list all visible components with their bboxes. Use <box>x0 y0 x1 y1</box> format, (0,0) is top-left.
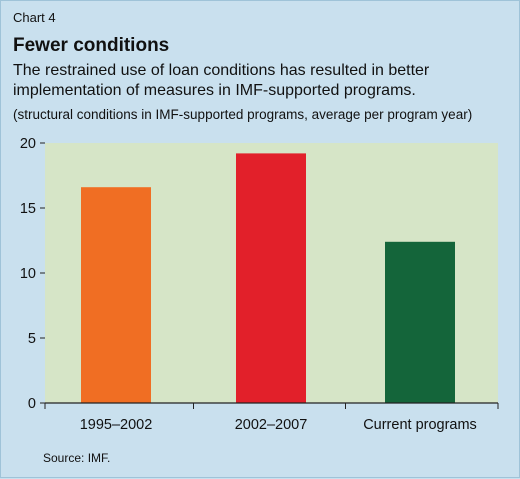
y-tick-label: 0 <box>28 396 36 412</box>
chart-subtitle: The restrained use of loan conditions ha… <box>13 62 430 99</box>
y-tick-label: 5 <box>28 331 36 347</box>
x-tick-label: 1995–2002 <box>80 417 153 433</box>
x-tick-label: Current programs <box>363 417 477 433</box>
y-tick-label: 20 <box>20 136 36 152</box>
source-note: Source: IMF. <box>43 451 111 465</box>
bar-1 <box>81 187 151 403</box>
bar-2 <box>236 153 306 403</box>
y-tick-label: 10 <box>20 266 36 282</box>
chart-number: Chart 4 <box>13 10 56 25</box>
bar-3 <box>385 241 455 403</box>
y-tick-label: 15 <box>20 201 36 217</box>
x-tick-label: 2002–2007 <box>235 417 308 433</box>
chart-title: Fewer conditions <box>13 35 170 56</box>
chart-units-note: (structural conditions in IMF-supported … <box>13 107 473 122</box>
